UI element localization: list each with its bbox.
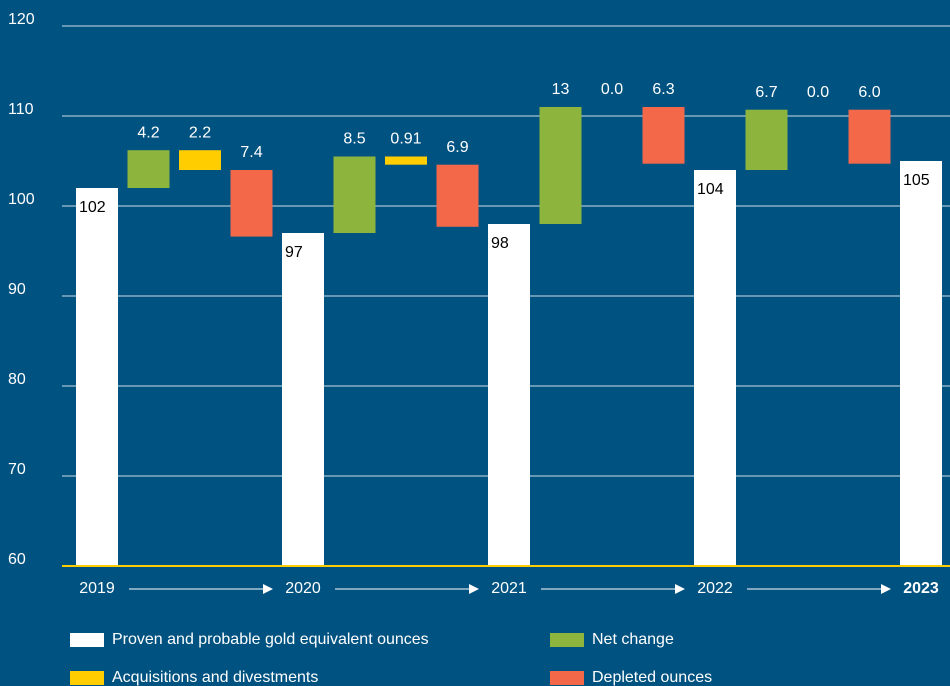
legend-label: Proven and probable gold equivalent ounc… — [112, 631, 429, 648]
bar — [848, 109, 891, 164]
value-label: 13 — [552, 81, 570, 98]
legend-swatch — [70, 671, 104, 685]
y-tick-label: 70 — [8, 461, 26, 478]
y-tick-label: 110 — [8, 101, 34, 118]
x-tick-label: 2021 — [491, 580, 527, 597]
y-tick-label: 120 — [8, 11, 35, 28]
arrow-head — [469, 584, 479, 594]
value-label: 0.0 — [601, 81, 623, 98]
bar — [900, 161, 942, 566]
x-tick-label: 2020 — [285, 580, 321, 597]
legend-label: Depleted ounces — [592, 669, 712, 686]
y-tick-label: 90 — [8, 281, 26, 298]
value-label: 2.2 — [189, 124, 211, 141]
y-tick-label: 80 — [8, 371, 26, 388]
value-label: 4.2 — [137, 124, 159, 141]
x-tick-label: 2022 — [697, 580, 733, 597]
legend-swatch — [70, 633, 104, 647]
bar — [282, 233, 324, 566]
bar — [694, 170, 736, 566]
legend-swatch — [550, 633, 584, 647]
value-label: 6.0 — [858, 84, 880, 101]
value-label: 98 — [491, 235, 509, 252]
arrow-head — [675, 584, 685, 594]
value-label: 97 — [285, 244, 303, 261]
legend-swatch — [550, 671, 584, 685]
bar — [76, 188, 118, 566]
bar — [745, 109, 788, 170]
y-tick-label: 100 — [8, 191, 35, 208]
bar — [539, 107, 582, 224]
x-tick-label: 2023 — [903, 580, 939, 597]
value-label: 6.3 — [652, 81, 674, 98]
x-tick-label: 2019 — [79, 580, 115, 597]
arrow-head — [263, 584, 273, 594]
bar — [488, 224, 530, 566]
value-label: 0.0 — [807, 84, 829, 101]
bar — [385, 156, 427, 165]
bar — [230, 170, 273, 237]
value-label: 0.91 — [390, 131, 421, 148]
value-label: 102 — [79, 199, 106, 216]
value-label: 104 — [697, 181, 724, 198]
legend-label: Acquisitions and divestments — [112, 669, 318, 686]
value-label: 6.7 — [755, 84, 777, 101]
y-tick-label: 60 — [8, 551, 26, 568]
bar — [642, 107, 685, 164]
bar — [333, 156, 376, 233]
bar — [179, 150, 221, 170]
bar — [127, 150, 170, 188]
legend-label: Net change — [592, 631, 674, 648]
value-label: 8.5 — [343, 131, 365, 148]
arrow-head — [881, 584, 891, 594]
value-label: 105 — [903, 172, 930, 189]
value-label: 6.9 — [446, 139, 468, 156]
value-label: 7.4 — [240, 144, 262, 161]
bar — [436, 164, 479, 227]
